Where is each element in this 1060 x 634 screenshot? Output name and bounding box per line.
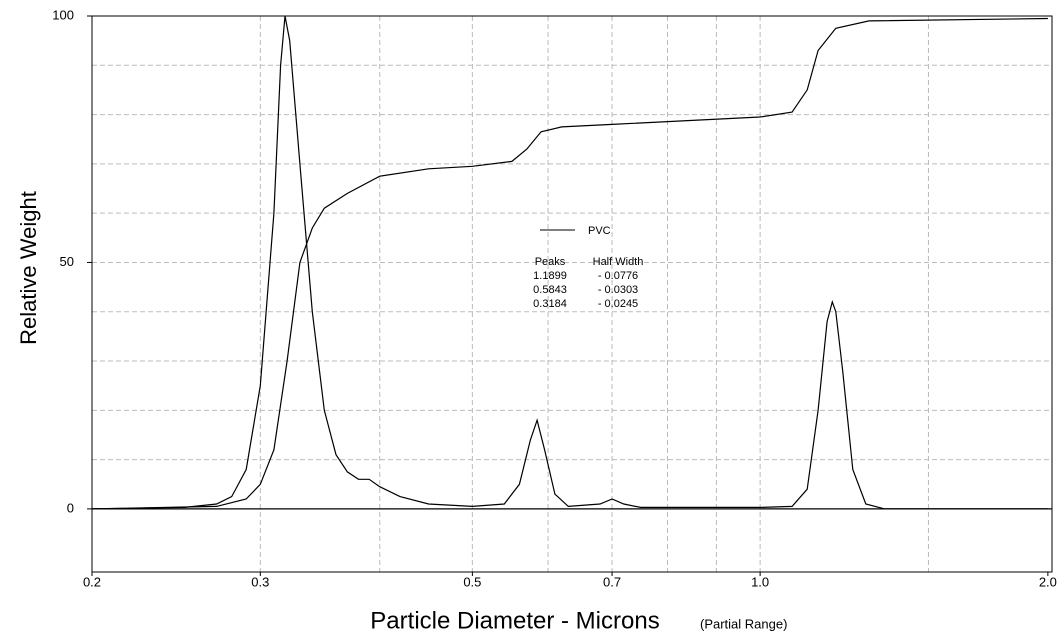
peaks-cell: - 0.0776 — [598, 270, 638, 282]
peaks-cell: 0.3184 — [533, 298, 567, 310]
x-tick-label: 0.2 — [83, 574, 101, 589]
x-tick-label: 0.3 — [251, 574, 269, 589]
peaks-cell: - 0.0303 — [598, 284, 638, 296]
y-tick-label: 100 — [52, 7, 74, 22]
y-tick-label: 50 — [60, 254, 74, 269]
x-tick-label: 2.0 — [1039, 574, 1057, 589]
x-tick-label: 0.7 — [603, 574, 621, 589]
x-tick-label: 0.5 — [463, 574, 481, 589]
peaks-cell: 1.1899 — [533, 270, 567, 282]
y-tick-label: 0 — [67, 500, 74, 515]
data-line — [91, 15, 1048, 510]
y-axis-label: Relative Weight — [16, 191, 41, 345]
peaks-cell: - 0.0245 — [598, 298, 638, 310]
peaks-cell: 0.5843 — [533, 284, 567, 296]
x-tick-label: 1.0 — [751, 574, 769, 589]
legend-label: PVC — [588, 225, 611, 237]
x-axis-label: Particle Diameter - Microns — [370, 607, 659, 634]
x-axis-note: (Partial Range) — [700, 616, 787, 631]
plot-frame — [91, 15, 1053, 573]
peaks-header: Peaks — [535, 256, 566, 268]
peaks-header: Half Width — [593, 256, 644, 268]
data-line — [91, 17, 1048, 510]
